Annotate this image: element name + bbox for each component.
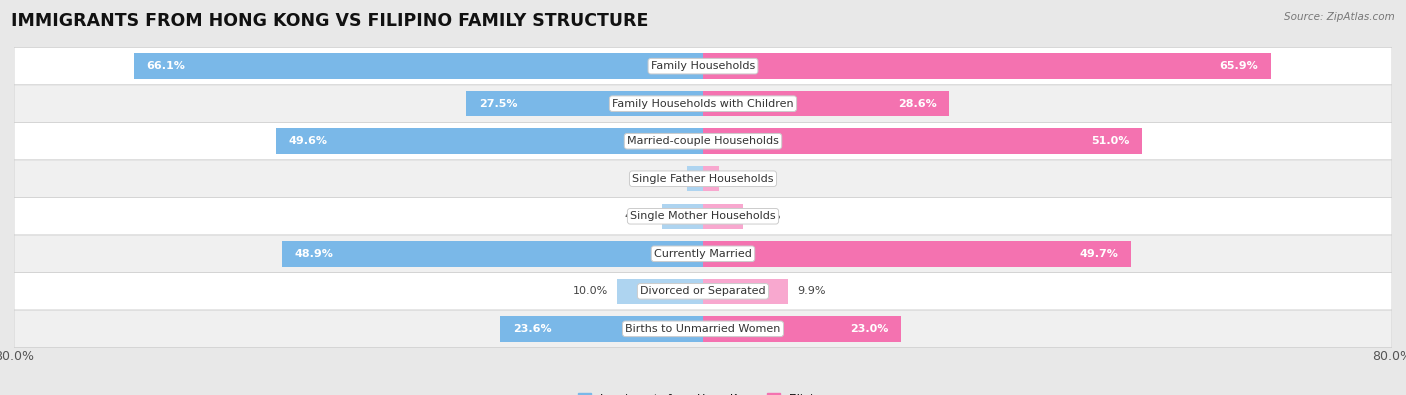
Bar	[467, 91, 703, 117]
Bar	[499, 316, 703, 342]
Text: 49.6%: 49.6%	[288, 136, 328, 146]
Text: 23.0%: 23.0%	[849, 324, 889, 334]
Text: 27.5%: 27.5%	[479, 99, 517, 109]
Text: Divorced or Separated: Divorced or Separated	[640, 286, 766, 296]
Bar	[703, 241, 1130, 267]
Text: 65.9%: 65.9%	[1219, 61, 1257, 71]
Bar	[703, 166, 718, 192]
Text: Family Households: Family Households	[651, 61, 755, 71]
Text: 1.8%: 1.8%	[727, 174, 755, 184]
Bar	[703, 278, 789, 304]
Text: 49.7%: 49.7%	[1080, 249, 1118, 259]
Bar	[703, 91, 949, 117]
FancyBboxPatch shape	[14, 47, 1392, 85]
Bar	[703, 128, 1142, 154]
Text: IMMIGRANTS FROM HONG KONG VS FILIPINO FAMILY STRUCTURE: IMMIGRANTS FROM HONG KONG VS FILIPINO FA…	[11, 12, 648, 30]
Bar	[688, 166, 703, 192]
FancyBboxPatch shape	[14, 235, 1392, 273]
FancyBboxPatch shape	[14, 198, 1392, 235]
Bar	[134, 53, 703, 79]
Bar	[276, 128, 703, 154]
Bar	[703, 316, 901, 342]
FancyBboxPatch shape	[14, 122, 1392, 160]
Text: 48.9%: 48.9%	[295, 249, 333, 259]
Text: Single Mother Households: Single Mother Households	[630, 211, 776, 221]
Text: 1.8%: 1.8%	[651, 174, 679, 184]
FancyBboxPatch shape	[14, 273, 1392, 310]
Legend: Immigrants from Hong Kong, Filipino: Immigrants from Hong Kong, Filipino	[574, 389, 832, 395]
Text: Single Father Households: Single Father Households	[633, 174, 773, 184]
Text: 28.6%: 28.6%	[897, 99, 936, 109]
Text: Married-couple Households: Married-couple Households	[627, 136, 779, 146]
Text: 9.9%: 9.9%	[797, 286, 825, 296]
Bar	[281, 241, 703, 267]
Bar	[617, 278, 703, 304]
Bar	[703, 203, 744, 229]
Text: 51.0%: 51.0%	[1091, 136, 1129, 146]
Text: 23.6%: 23.6%	[513, 324, 551, 334]
FancyBboxPatch shape	[14, 310, 1392, 348]
Text: 66.1%: 66.1%	[146, 61, 186, 71]
Text: Family Households with Children: Family Households with Children	[612, 99, 794, 109]
Text: Source: ZipAtlas.com: Source: ZipAtlas.com	[1284, 12, 1395, 22]
Bar	[703, 53, 1271, 79]
Text: 4.7%: 4.7%	[752, 211, 780, 221]
FancyBboxPatch shape	[14, 85, 1392, 122]
Bar	[662, 203, 703, 229]
Text: Currently Married: Currently Married	[654, 249, 752, 259]
Text: Births to Unmarried Women: Births to Unmarried Women	[626, 324, 780, 334]
Text: 10.0%: 10.0%	[574, 286, 609, 296]
Text: 4.8%: 4.8%	[624, 211, 652, 221]
FancyBboxPatch shape	[14, 160, 1392, 198]
